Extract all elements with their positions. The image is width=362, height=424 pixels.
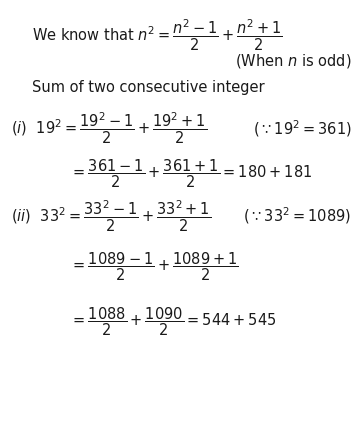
Text: $(\because 19^2 = 361)$: $(\because 19^2 = 361)$ [253, 118, 351, 139]
Text: $= \dfrac{361-1}{2} + \dfrac{361+1}{2} = 180 + 181$: $= \dfrac{361-1}{2} + \dfrac{361+1}{2} =… [70, 157, 312, 190]
Text: $(ii)$  $33^2 = \dfrac{33^2-1}{2} + \dfrac{33^2+1}{2}$: $(ii)$ $33^2 = \dfrac{33^2-1}{2} + \dfra… [11, 198, 211, 234]
Text: (When $n$ is odd): (When $n$ is odd) [235, 53, 351, 70]
Text: $= \dfrac{1088}{2} + \dfrac{1090}{2} = 544 + 545$: $= \dfrac{1088}{2} + \dfrac{1090}{2} = 5… [70, 306, 276, 338]
Text: $(i)$  $19^2 = \dfrac{19^2-1}{2} + \dfrac{19^2+1}{2}$: $(i)$ $19^2 = \dfrac{19^2-1}{2} + \dfrac… [11, 111, 207, 146]
Text: $= \dfrac{1089-1}{2} + \dfrac{1089+1}{2}$: $= \dfrac{1089-1}{2} + \dfrac{1089+1}{2}… [70, 251, 239, 283]
Text: We know that $n^2 = \dfrac{n^2-1}{2} + \dfrac{n^2+1}{2}$: We know that $n^2 = \dfrac{n^2-1}{2} + \… [31, 17, 282, 53]
Text: Sum of two consecutive integer: Sum of two consecutive integer [31, 81, 264, 95]
Text: $(\because 33^2 = 1089)$: $(\because 33^2 = 1089)$ [243, 206, 351, 226]
